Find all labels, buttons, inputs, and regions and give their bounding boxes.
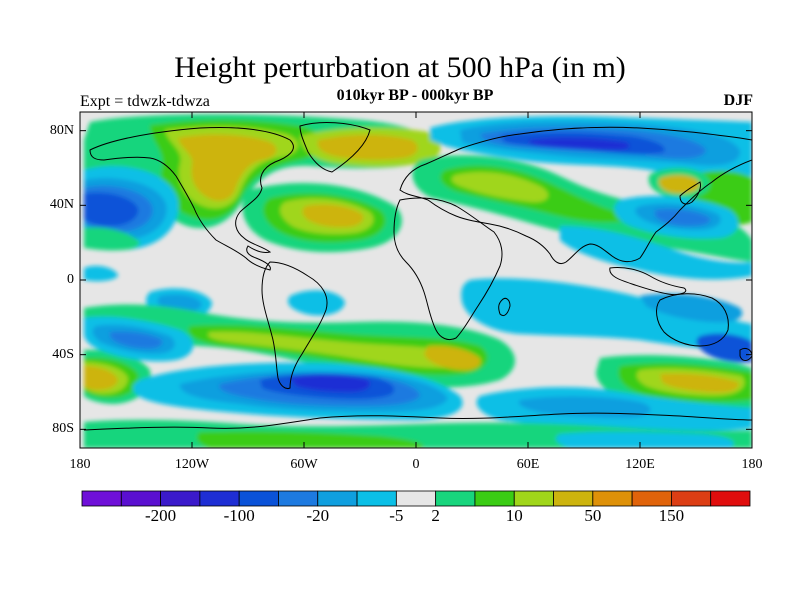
plot-subtitle: 010kyr BP - 000kyr BP xyxy=(336,87,494,104)
coastlines xyxy=(83,122,752,431)
lon-tick-label: 120E xyxy=(625,457,655,472)
contour-region xyxy=(555,431,734,448)
axis-ticks xyxy=(79,112,753,448)
lat-tick-label: 0 xyxy=(67,272,74,287)
contour-region xyxy=(287,290,345,316)
contour-region xyxy=(178,134,277,201)
lon-tick-label: 180 xyxy=(69,457,91,472)
colorbar-swatch xyxy=(435,490,476,507)
coast-antarctica xyxy=(83,412,752,431)
contour-region xyxy=(451,172,549,203)
contour-region xyxy=(196,431,424,448)
colorbar-swatch xyxy=(592,490,633,507)
lon-tick-label: 180 xyxy=(741,457,763,472)
colorbar-swatch xyxy=(553,490,594,507)
coast-indonesia xyxy=(609,267,687,295)
contour-region xyxy=(84,366,118,390)
contour-region xyxy=(84,227,140,251)
contour-region xyxy=(560,226,752,280)
colorbar-swatch xyxy=(513,490,554,507)
colorbar-swatch xyxy=(238,490,279,507)
colorbar-swatch xyxy=(120,490,161,507)
colorbar-swatch xyxy=(395,490,437,507)
coast-north-america xyxy=(89,127,294,271)
colorbar-label: 2 xyxy=(431,506,440,525)
contour-region xyxy=(518,396,651,418)
lon-tick-label: 60E xyxy=(516,457,540,472)
experiment-label: Expt = tdwzk-tdwza xyxy=(80,93,210,110)
contour-region xyxy=(208,331,461,368)
coast-australia xyxy=(656,293,729,347)
coast-madagascar xyxy=(498,297,511,317)
colorbar-label: -100 xyxy=(223,506,255,525)
plot-title: Height perturbation at 500 hPa (in m) xyxy=(174,51,626,84)
colorbar-label: 10 xyxy=(505,506,523,525)
coast-south-america xyxy=(261,261,328,389)
lat-tick-label: 80S xyxy=(52,421,74,437)
colorbar-swatch xyxy=(317,490,358,507)
colorbar-swatch xyxy=(474,490,515,507)
lat-tick-label: 40N xyxy=(49,197,74,213)
colorbar-swatch xyxy=(631,490,672,507)
lon-tick-label: 0 xyxy=(412,457,420,472)
colorbar-swatch xyxy=(671,490,712,507)
contour-region xyxy=(302,204,364,228)
contour-region xyxy=(461,278,752,351)
contour-region xyxy=(528,137,630,150)
colorbar-swatch xyxy=(81,490,122,507)
coast-europe-asia xyxy=(399,126,752,265)
colorbar-swatch xyxy=(278,490,319,507)
colorbar-label: 150 xyxy=(658,506,685,525)
colorbar-swatch xyxy=(356,490,397,507)
coast-greenland xyxy=(299,122,371,173)
colorbar-label: -5 xyxy=(389,506,404,525)
contour-region xyxy=(290,374,370,392)
contour-region xyxy=(660,373,739,393)
contour-field xyxy=(80,112,752,448)
colorbar-swatch xyxy=(710,490,751,507)
colorbar-label: -200 xyxy=(144,506,177,525)
contour-region xyxy=(110,331,163,349)
contour-region xyxy=(317,134,418,160)
contour-region xyxy=(424,345,481,371)
season-label: DJF xyxy=(723,92,753,109)
contour-region xyxy=(84,265,118,282)
colorbar xyxy=(81,490,751,507)
colorbar-label: -20 xyxy=(306,506,330,525)
contour-region xyxy=(696,333,752,363)
lat-tick-label: 40S xyxy=(52,346,74,362)
lat-tick-label: 80N xyxy=(49,122,74,138)
coast-japan xyxy=(679,181,701,205)
contour-region xyxy=(84,192,139,226)
lon-tick-label: 120W xyxy=(174,457,210,472)
colorbar-swatch xyxy=(199,490,240,507)
coast-africa xyxy=(393,197,503,341)
colorbar-label: 50 xyxy=(584,506,602,525)
lon-tick-label: 60W xyxy=(290,457,318,472)
colorbar-swatch xyxy=(160,490,201,507)
